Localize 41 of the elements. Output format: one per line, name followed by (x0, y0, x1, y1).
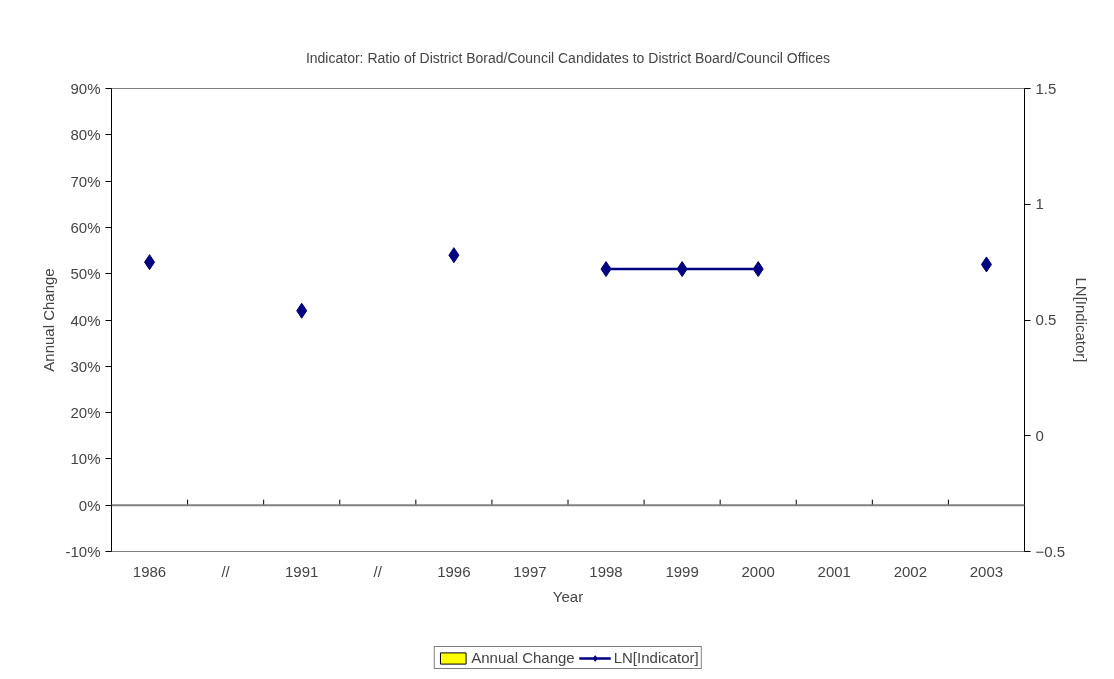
y-tick-label: 50% (70, 265, 101, 283)
point (600, 261, 612, 278)
y-tick-label: 30% (70, 357, 101, 375)
x-tick-label: // (221, 562, 231, 580)
point (752, 261, 764, 278)
point (448, 247, 460, 264)
y-tick-label: 40% (70, 311, 101, 329)
y2-axis-title: LN[Indicator] (1073, 277, 1091, 363)
y-tick-label: 0% (78, 496, 101, 514)
y2-tick-label: 0.5 (1035, 311, 1057, 328)
x-tick-label: 2000 (741, 562, 775, 580)
x-tick-label: 2001 (817, 562, 851, 580)
x-tick-label: 1986 (132, 562, 167, 580)
y-tick-label: -10% (65, 543, 101, 560)
y-tick-label: 60% (70, 218, 101, 236)
point (676, 261, 688, 278)
y-tick-label: 90% (70, 80, 101, 97)
x-tick-label: // (373, 562, 383, 580)
x-tick-label: 2002 (893, 562, 928, 580)
x-tick-label: 1997 (513, 562, 547, 580)
chart-title: Indicator: Ratio of District Borad/Council Candidates to District Board/Council Offices (305, 50, 831, 66)
y-tick-label: 70% (70, 172, 101, 190)
x-tick-label: 1999 (665, 562, 699, 580)
point (144, 254, 156, 271)
y-tick-label: 10% (70, 450, 101, 468)
point (296, 302, 308, 319)
x-tick-label: 2003 (969, 562, 1004, 580)
y2-tick-label: −0.5 (1035, 542, 1066, 560)
y2-tick-label: 0 (1035, 426, 1044, 444)
y-axis-title: Annual Change (40, 268, 58, 372)
y-tick-label: 80% (70, 126, 101, 144)
y2-tick-label: 1.5 (1035, 79, 1057, 97)
x-tick-label: 1991 (285, 562, 319, 580)
x-tick-label: 1996 (437, 562, 471, 580)
y2-tick-label: 1 (1035, 195, 1044, 213)
legend-label: Annual Change (471, 649, 575, 666)
point (980, 256, 992, 273)
legend-label: LN[Indicator] (613, 649, 699, 666)
x-tick-label: 1998 (589, 562, 623, 580)
x-axis-title: Year (552, 587, 584, 605)
y-tick-label: 20% (70, 404, 101, 422)
